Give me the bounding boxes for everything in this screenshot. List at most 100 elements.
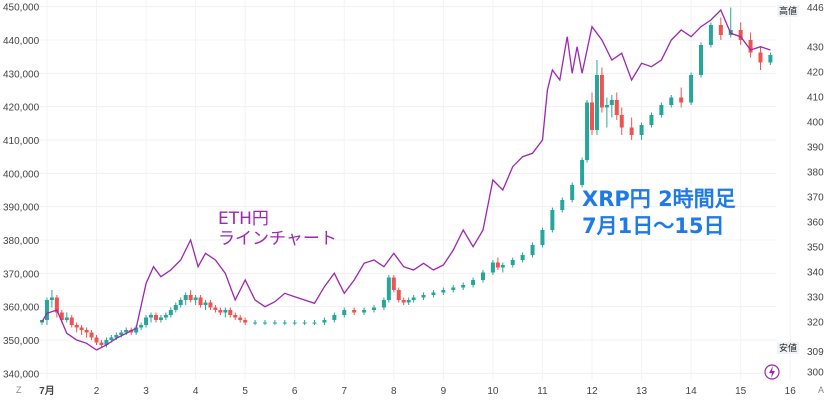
xrp-annotation-line-1: XRP円 2時間足: [582, 187, 736, 211]
candle: [495, 257, 500, 270]
x-tick-label: 12: [586, 386, 598, 397]
candle: [44, 297, 49, 325]
candle: [64, 312, 69, 323]
candle-body: [262, 322, 267, 324]
candle-body: [629, 127, 634, 135]
candle-body: [510, 260, 515, 265]
candle: [193, 295, 198, 305]
candle: [332, 312, 337, 323]
candle-body: [461, 285, 466, 288]
candle: [679, 87, 684, 108]
candle: [292, 320, 297, 325]
candle-body: [411, 297, 416, 300]
candle-body: [560, 200, 565, 210]
candle: [461, 282, 466, 290]
candle: [748, 32, 753, 58]
candle: [144, 315, 149, 328]
x-tick-label: 15: [735, 386, 747, 397]
candle-body: [54, 297, 59, 313]
candle: [699, 42, 704, 78]
candle-body: [421, 295, 426, 298]
candle: [421, 292, 426, 300]
candle: [659, 102, 664, 118]
candle-body: [342, 310, 347, 315]
candle: [629, 117, 634, 140]
candle-body: [570, 185, 575, 200]
right-tick-label: 380: [807, 168, 824, 179]
candle: [585, 100, 590, 163]
candle-body: [748, 40, 753, 53]
candle: [480, 270, 485, 283]
candle-body: [139, 325, 144, 328]
left-tick-label: 370,000: [3, 269, 40, 280]
candle-body: [758, 52, 763, 63]
x-tick-label: 6: [292, 386, 298, 397]
candle-body: [198, 297, 203, 305]
eth-annotation-line-2: ラインチャート: [218, 229, 337, 249]
candle: [94, 335, 99, 345]
candle-body: [312, 322, 317, 324]
lightning-icon[interactable]: [764, 364, 780, 380]
candle-body: [153, 315, 158, 320]
candle: [302, 320, 307, 325]
candle-body: [639, 125, 644, 135]
candle: [411, 295, 416, 303]
candle: [178, 297, 183, 308]
candle-body: [203, 302, 208, 305]
x-tick-label: 5: [242, 386, 248, 397]
x-tick-label: 7: [341, 386, 347, 397]
corner-label-left: Z: [16, 385, 22, 395]
candle-body: [609, 100, 614, 105]
right-tick-label: 410: [807, 93, 824, 104]
xrp-annotation-line-2: 7月1日〜15日: [582, 214, 724, 238]
candle: [282, 320, 287, 325]
candle: [708, 22, 713, 48]
low-price-label: 安値: [779, 342, 797, 353]
candle-body: [49, 297, 54, 300]
eth-annotation: ETH円 ラインチャート: [218, 209, 337, 249]
candle-body: [386, 277, 391, 300]
candle: [609, 95, 614, 118]
left-tick-label: 420,000: [3, 103, 40, 114]
eth-annotation-line-1: ETH円: [218, 209, 269, 229]
candle-body: [699, 45, 704, 75]
candle: [168, 307, 173, 318]
left-tick-label: 430,000: [3, 69, 40, 80]
candle: [312, 320, 317, 325]
candle-body: [495, 262, 500, 268]
candle: [149, 312, 154, 323]
candle-body: [104, 340, 109, 345]
candle-body: [381, 300, 386, 308]
candle: [540, 227, 545, 248]
candle: [599, 67, 604, 113]
candle-body: [124, 330, 129, 333]
candle-body: [292, 322, 297, 324]
candle-body: [69, 317, 74, 325]
candle-body: [243, 320, 248, 323]
candle: [530, 242, 535, 258]
candle-body: [183, 295, 188, 300]
candle: [89, 330, 94, 340]
candle-body: [322, 320, 327, 323]
candle: [153, 312, 158, 323]
candle: [223, 307, 228, 318]
candle-body: [520, 255, 525, 260]
candle: [490, 260, 495, 275]
candle-body: [134, 327, 139, 333]
candle: [669, 95, 674, 108]
candle-body: [371, 307, 376, 310]
candle-body: [178, 300, 183, 305]
candle-body: [614, 100, 619, 115]
right-tick-label: 420: [807, 68, 824, 79]
candle: [431, 290, 436, 298]
candle-body: [94, 337, 99, 343]
candle: [471, 277, 476, 288]
eth-line: [41, 8, 771, 351]
candle-body: [193, 297, 198, 300]
candle-body: [659, 105, 664, 115]
candle-body: [213, 307, 218, 310]
candle-body: [89, 332, 94, 338]
candle-body: [689, 75, 694, 103]
candle: [738, 22, 743, 45]
low-price-tag: 安値: [777, 342, 799, 354]
